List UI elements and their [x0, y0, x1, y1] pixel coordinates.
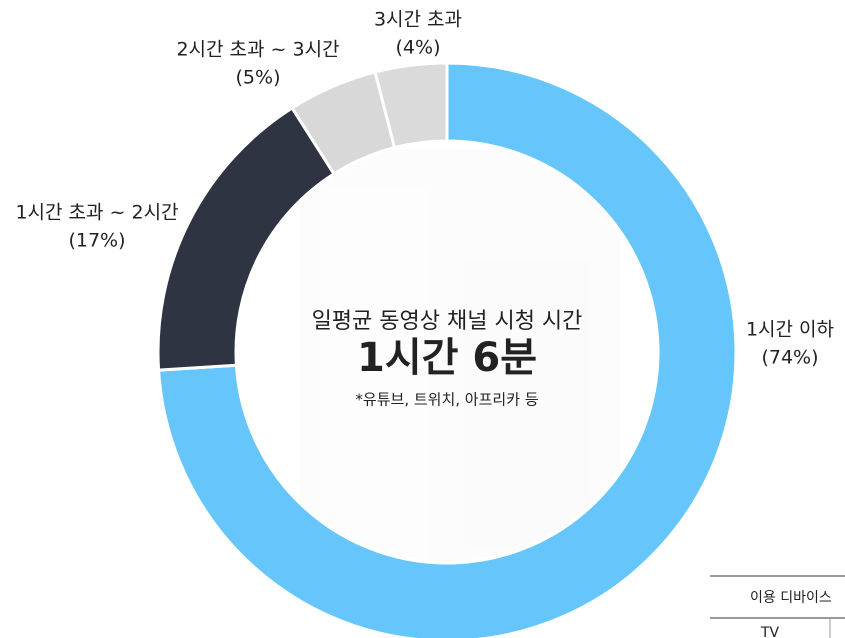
value-label: (4%): [396, 37, 441, 59]
slice-label: 1시간 초과 ~ 2시간: [15, 202, 178, 224]
slice-label: 2시간 초과 ~ 3시간: [176, 39, 339, 61]
table-cell: TV: [760, 625, 780, 638]
table-header: 이용 디바이스: [750, 590, 832, 606]
slice-label: 1시간 이하: [746, 319, 834, 341]
device-table: 이용 디바이스 TV: [710, 575, 845, 638]
value-label: (17%): [68, 230, 125, 252]
value-label: (74%): [761, 347, 818, 369]
donut-hole: [236, 141, 658, 563]
center-value: 1시간 6분: [357, 335, 537, 381]
slice-label: 3시간 초과: [374, 9, 462, 31]
center-note: *유튜브, 트위치, 아프리카 등: [355, 391, 538, 409]
center-title: 일평균 동영상 채널 시청 시간: [312, 309, 583, 334]
value-label: (5%): [236, 67, 281, 89]
